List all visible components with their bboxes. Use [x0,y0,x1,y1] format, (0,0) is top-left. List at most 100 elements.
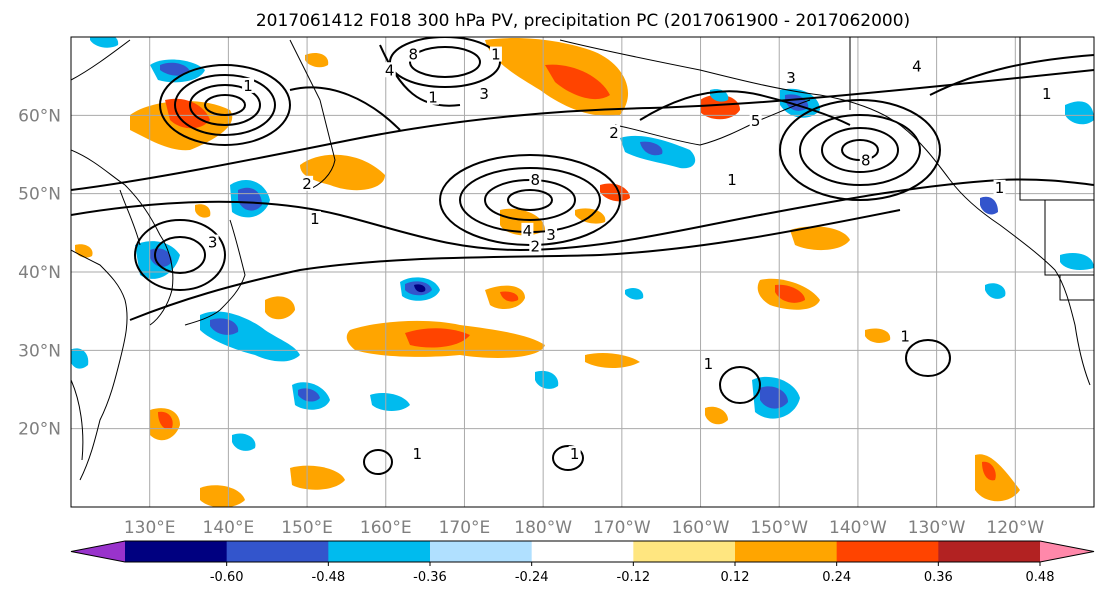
lon-label: 170°E [439,518,491,538]
contour-label-bg [993,179,1006,195]
colorbar-segment [735,541,838,562]
contour-label: 1 [704,355,714,373]
contour-label-bg [407,46,420,62]
pv-contour [189,84,261,126]
precip-positive-area [300,154,385,191]
precip-negative-area [90,37,119,48]
precip-negative-area [210,318,239,335]
precip-negative-area [985,283,1006,299]
pv-contour [905,339,951,377]
pv-contour [929,54,1094,96]
contour-label: 1 [243,77,253,95]
lon-label: 130°E [124,518,176,538]
colorbar-label: 0.36 [924,570,953,585]
lon-label: 160°W [672,518,730,538]
colorbar-segment [836,541,939,562]
contour-label-bg [545,226,558,242]
pv-contour [174,74,276,136]
precip-negative-area [160,62,190,76]
colorbar-label: -0.12 [617,570,651,585]
coastline-alaska [559,39,1091,386]
contour-label: 1 [1042,85,1052,103]
lon-label: 140°W [829,518,887,538]
pv-contour [363,449,393,475]
contour-label: 4 [523,222,533,240]
contour-label: 1 [900,328,910,346]
precip-positive-area [700,94,740,120]
colorbar-segment [531,541,634,562]
colorbar-label: 0.48 [1026,570,1055,585]
contour-label: 1 [428,89,438,107]
pv-contour [639,90,851,126]
coastline-kamchatka [289,39,336,191]
contour-label: 2 [302,175,312,193]
lon-label: 140°E [203,518,255,538]
contour-label-bg [529,171,542,187]
colorbar-segment [938,541,1041,562]
colorbar-segment [125,541,228,562]
precip-negative-area [298,388,320,402]
pv-contour [289,44,461,131]
precip-positive-area [600,183,630,202]
colorbar-label: -0.36 [413,570,447,585]
contour-label-bg [489,46,502,62]
lat-label: 50°N [18,185,61,205]
contour-label: 1 [310,210,320,228]
precip-positive-area [290,465,345,490]
precip-positive-area [865,328,891,343]
precip-positive-area [545,64,610,100]
colorbar-segment [328,541,431,562]
contour-label-bg [478,85,491,101]
contour-label-bg [702,356,715,371]
contour-label-bg [726,171,739,187]
precip-positive-area [165,98,210,129]
contour-label: 5 [751,112,761,130]
map-border [70,36,1095,508]
precip-negative-area [370,393,410,412]
contour-label: 3 [546,226,556,244]
pv-contour [719,366,761,404]
pv-contour [154,236,206,274]
contour-label-bg [1040,85,1053,101]
precip-negative-area [980,196,998,215]
precip-negative-area [760,386,788,409]
precip-positive-area [305,53,329,68]
pv-contour [821,127,899,173]
lat-label: 60°N [18,106,61,126]
pv-contour [204,94,246,116]
colorbar-segment [226,541,329,562]
map-title: 2017061412 F018 300 hPa PV, precipitatio… [256,11,910,31]
lon-label: 180°W [514,518,572,538]
coastlines [71,37,1094,481]
precip-negative-area [640,141,663,156]
contour-label: 8 [861,151,871,169]
colorbar: -0.60 -0.48 -0.36 -0.24 -0.12 0.12 0.24 0.36 0.4… [70,540,1095,585]
precip-positive-area [195,204,211,218]
colorbar-extend-high [1040,541,1094,562]
contour-label-bg [411,446,424,462]
contour-label-bg [859,152,872,168]
coastline-japan [184,219,246,326]
contour-label: 1 [570,445,580,463]
precip-negative-area [414,284,426,293]
pv-contour [552,445,584,471]
precip-negative-area [535,370,559,389]
colorbar-label: 0.12 [721,570,750,585]
pv-contour [389,37,501,88]
precip-positive-area [775,284,805,303]
contour-label: 2 [531,238,541,256]
lon-label: 170°W [593,518,651,538]
contour-label-bg [749,113,762,129]
contour-label-bg [521,222,534,238]
pv-contour [71,69,1094,191]
precip-positive-area [405,328,470,348]
map-gridlines [71,37,1094,507]
pv-contour [409,46,481,78]
precip-positive-area [982,461,996,481]
contour-label: 8 [531,171,541,189]
contour-label-bg [383,62,396,78]
coastline-aleutians [614,99,811,146]
precip-positive-area [265,296,295,320]
precip-positive-area [705,406,728,425]
